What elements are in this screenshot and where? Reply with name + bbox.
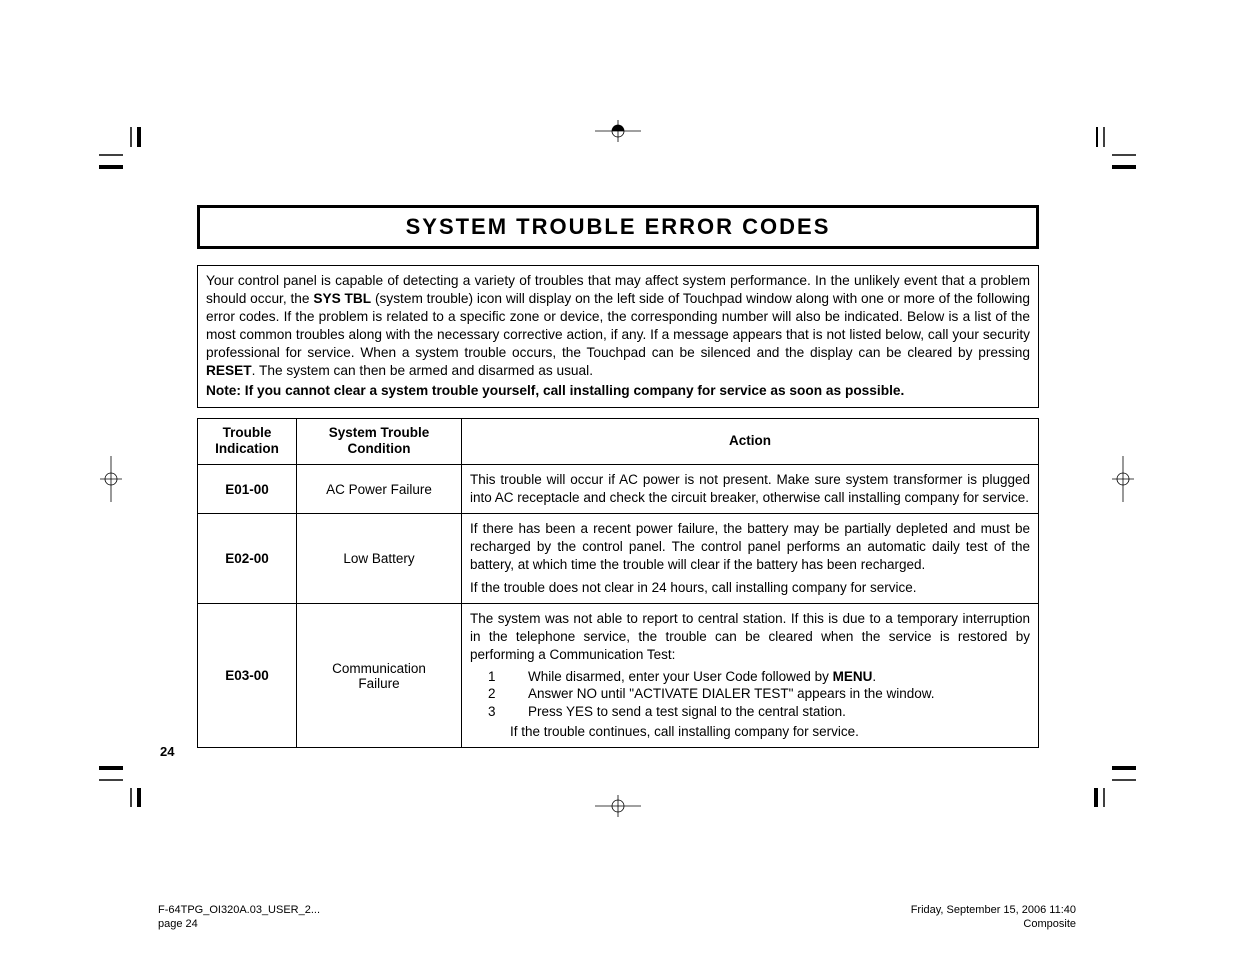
cell-condition: AC Power Failure	[297, 465, 462, 514]
title-box: SYSTEM TROUBLE ERROR CODES	[197, 205, 1039, 249]
crop-mark-tl2	[111, 127, 141, 172]
steps-list: 1While disarmed, enter your User Code fo…	[510, 668, 1030, 721]
footer-page: page 24	[158, 918, 320, 932]
error-codes-table: Trouble Indication System Trouble Condit…	[197, 418, 1039, 748]
footer-left: F-64TPG_OI320A.03_USER_2... page 24	[158, 904, 320, 932]
footer-filename: F-64TPG_OI320A.03_USER_2...	[158, 904, 320, 918]
footer-timestamp: Friday, September 15, 2006 11:40	[911, 904, 1076, 918]
list-item: 1While disarmed, enter your User Code fo…	[510, 668, 1030, 686]
page-title: SYSTEM TROUBLE ERROR CODES	[406, 214, 831, 239]
th-indication: Trouble Indication	[198, 418, 297, 465]
cell-condition: Low Battery	[297, 513, 462, 603]
reg-mark-top	[595, 120, 641, 142]
intro-text: Your control panel is capable of detecti…	[206, 273, 1030, 378]
cell-indication: E02-00	[198, 513, 297, 603]
table-header-row: Trouble Indication System Trouble Condit…	[198, 418, 1039, 465]
th-action: Action	[462, 418, 1039, 465]
list-item: 3Press YES to send a test signal to the …	[510, 703, 1030, 721]
cell-action: This trouble will occur if AC power is n…	[462, 465, 1039, 514]
reg-mark-bottom	[595, 795, 641, 817]
note-line: Note: If you cannot clear a system troub…	[206, 382, 1030, 400]
reg-mark-right	[1112, 456, 1134, 502]
cell-indication: E01-00	[198, 465, 297, 514]
cell-condition: Communication Failure	[297, 604, 462, 748]
cell-action: The system was not able to report to cen…	[462, 604, 1039, 748]
page-content: SYSTEM TROUBLE ERROR CODES Your control …	[197, 205, 1039, 748]
table-row: E02-00 Low Battery If there has been a r…	[198, 513, 1039, 603]
crop-mark-tr	[1096, 127, 1136, 172]
cell-action: If there has been a recent power failure…	[462, 513, 1039, 603]
list-item: 2Answer NO until "ACTIVATE DIALER TEST" …	[510, 685, 1030, 703]
table-row: E03-00 Communication Failure The system …	[198, 604, 1039, 748]
reg-mark-left	[100, 456, 122, 502]
cell-indication: E03-00	[198, 604, 297, 748]
page-number: 24	[160, 744, 174, 759]
footer-right: Friday, September 15, 2006 11:40 Composi…	[911, 904, 1076, 932]
crop-mark-br	[1092, 762, 1137, 807]
footer-composite: Composite	[911, 918, 1076, 932]
table-row: E01-00 AC Power Failure This trouble wil…	[198, 465, 1039, 514]
th-condition: System Trouble Condition	[297, 418, 462, 465]
crop-mark-bl	[99, 762, 144, 807]
intro-box: Your control panel is capable of detecti…	[197, 265, 1039, 408]
